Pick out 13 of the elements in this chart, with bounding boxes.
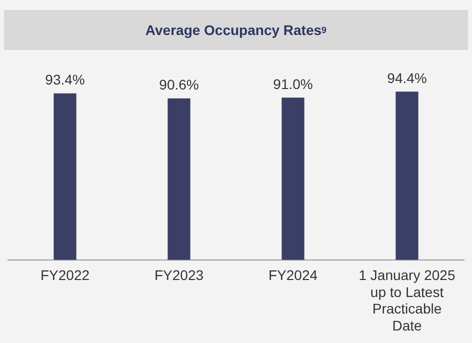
bar [396,92,418,260]
data-label: 90.6% [159,76,199,93]
x-tick-label: 1 January 2025 up to Latest Practicable Date [358,267,456,334]
chart-title: Average Occupancy Rates$^{9}$ [4,10,468,50]
x-tick-label: FY2023 [154,267,204,284]
x-tick-label: FY2022 [40,267,90,284]
bar [282,98,304,260]
data-label: 94.4% [387,70,427,86]
bar [54,93,76,260]
data-label: 93.4% [45,72,85,88]
bar [168,98,190,260]
x-tick-label: FY2024 [268,267,318,284]
data-label: 91.0% [273,76,313,92]
